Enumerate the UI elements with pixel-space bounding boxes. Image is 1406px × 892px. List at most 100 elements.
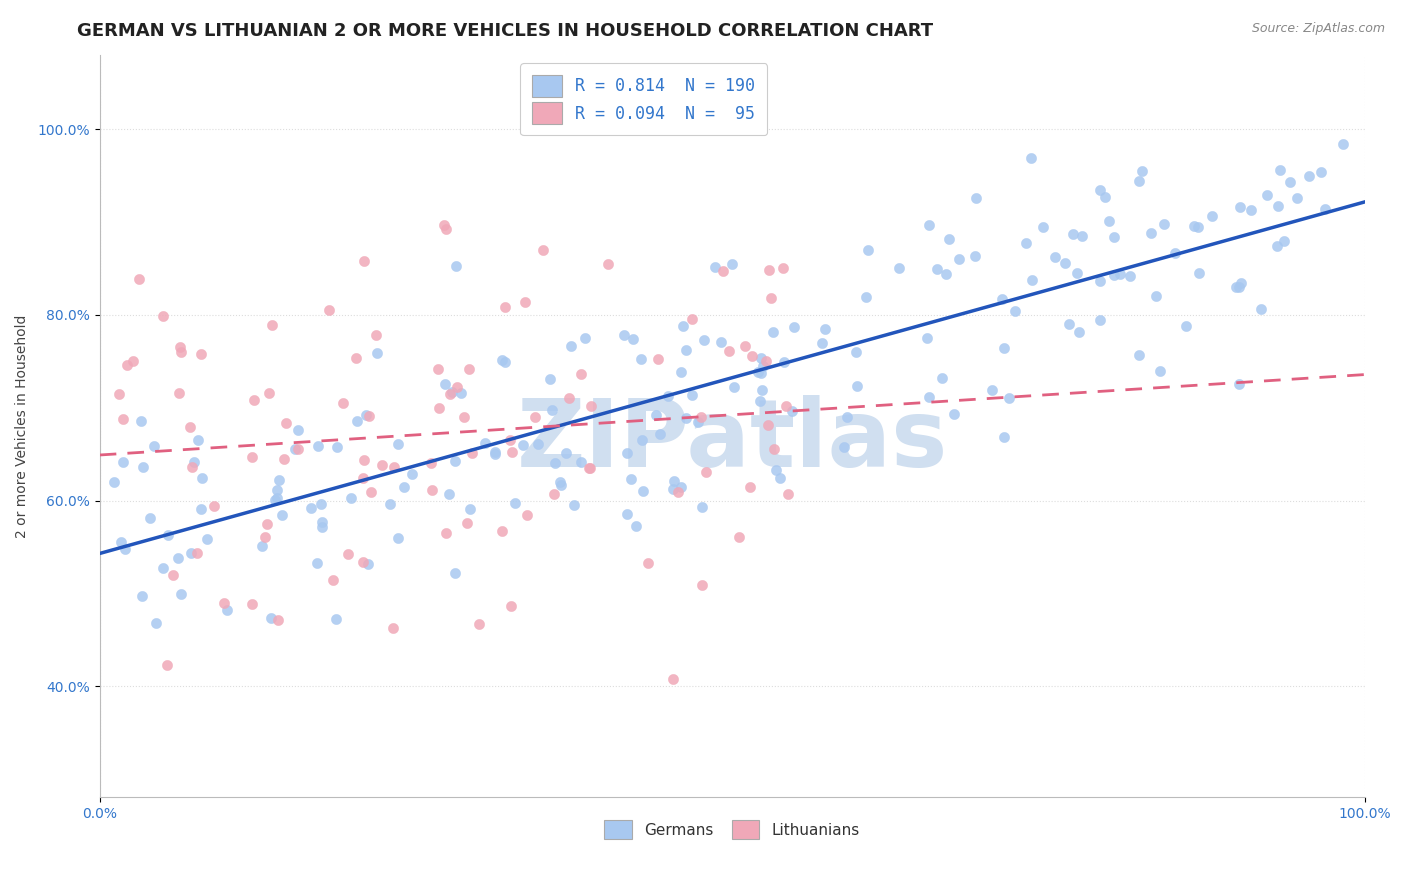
Point — [443, 566, 465, 580]
Point — [756, 417, 779, 432]
Point — [1144, 289, 1167, 303]
Point — [1102, 268, 1125, 282]
Point — [131, 589, 153, 603]
Point — [637, 557, 659, 571]
Point — [671, 365, 693, 379]
Point — [993, 341, 1015, 355]
Point — [1088, 274, 1111, 288]
Point — [318, 303, 340, 318]
Point — [555, 445, 578, 459]
Point — [309, 497, 332, 511]
Point — [703, 260, 725, 274]
Point — [569, 367, 592, 381]
Point — [263, 493, 285, 508]
Point — [1201, 209, 1223, 223]
Point — [596, 257, 619, 271]
Point — [918, 219, 941, 233]
Point — [437, 487, 460, 501]
Point — [1069, 325, 1091, 339]
Point — [322, 573, 344, 587]
Point — [484, 447, 506, 461]
Point — [749, 366, 772, 380]
Point — [491, 353, 513, 368]
Point — [662, 482, 685, 496]
Point — [513, 295, 536, 310]
Point — [574, 331, 596, 345]
Point — [717, 344, 740, 359]
Point — [179, 420, 201, 434]
Point — [256, 517, 278, 532]
Point — [1090, 312, 1112, 326]
Point — [352, 471, 374, 485]
Point — [456, 516, 478, 531]
Point — [382, 621, 405, 635]
Point — [332, 396, 354, 410]
Point — [103, 475, 125, 489]
Point — [738, 480, 761, 494]
Point — [630, 433, 652, 447]
Point — [631, 484, 654, 499]
Point — [441, 385, 464, 400]
Point — [1268, 162, 1291, 177]
Point — [772, 260, 794, 275]
Point — [170, 586, 193, 600]
Point — [420, 483, 443, 497]
Point — [681, 312, 703, 326]
Point — [110, 534, 132, 549]
Point — [856, 243, 879, 257]
Point — [948, 252, 970, 267]
Point — [690, 500, 713, 514]
Point — [675, 411, 697, 425]
Point — [690, 410, 713, 425]
Point — [190, 471, 212, 485]
Point — [491, 524, 513, 539]
Point — [344, 351, 367, 365]
Point — [250, 539, 273, 553]
Point — [501, 445, 523, 459]
Point — [761, 291, 783, 305]
Point — [998, 391, 1021, 405]
Point — [845, 378, 868, 392]
Point — [1130, 163, 1153, 178]
Point — [675, 343, 697, 357]
Point — [433, 218, 456, 232]
Point — [266, 483, 288, 497]
Point — [461, 446, 484, 460]
Point — [287, 423, 309, 437]
Point — [686, 415, 709, 429]
Point — [1229, 200, 1251, 214]
Point — [326, 440, 349, 454]
Point — [644, 408, 666, 422]
Point — [751, 384, 773, 398]
Point — [657, 389, 679, 403]
Point — [1265, 239, 1288, 253]
Point — [139, 510, 162, 524]
Point — [692, 577, 714, 591]
Point — [1128, 348, 1150, 362]
Point — [1119, 269, 1142, 284]
Point — [935, 267, 957, 281]
Point — [180, 546, 202, 560]
Point — [112, 411, 135, 425]
Point — [783, 320, 806, 334]
Point — [1019, 151, 1042, 165]
Point — [269, 473, 291, 487]
Point — [382, 460, 405, 475]
Point — [458, 362, 481, 376]
Point — [1054, 256, 1077, 270]
Point — [260, 611, 283, 625]
Point — [1094, 190, 1116, 204]
Point — [544, 456, 567, 470]
Point — [630, 352, 652, 367]
Point — [512, 438, 534, 452]
Point — [748, 394, 770, 409]
Point — [267, 613, 290, 627]
Point — [128, 272, 150, 286]
Point — [758, 262, 780, 277]
Point — [1140, 227, 1163, 241]
Point — [747, 364, 769, 378]
Point — [214, 596, 236, 610]
Point — [710, 334, 733, 349]
Point — [845, 344, 868, 359]
Point — [392, 480, 415, 494]
